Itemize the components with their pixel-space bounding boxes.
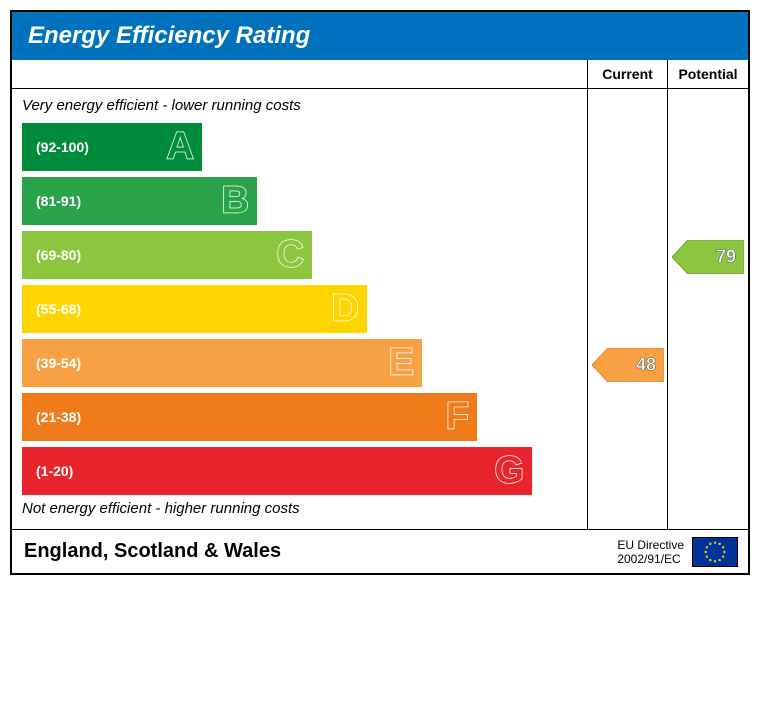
band-a: (92-100) A [22,123,202,171]
chart-title: Energy Efficiency Rating [12,12,748,60]
band-letter-c: C [277,234,304,277]
epc-chart: Energy Efficiency Rating Current Potenti… [10,10,750,575]
chart-footer: England, Scotland & Wales EU Directive 2… [12,529,748,573]
band-row-e: (39-54) E [12,336,587,390]
band-row-c: (69-80) C [12,228,587,282]
potential-column: 79 [668,89,748,529]
caption-bottom: Not energy efficient - higher running co… [12,498,587,523]
band-range-g: (1-20) [36,463,73,479]
eu-flag-icon [692,537,738,567]
current-pointer: 48 [592,348,664,382]
band-letter-a: A [167,126,194,169]
column-headers: Current Potential [12,60,748,89]
directive-label: EU Directive [617,538,684,552]
band-letter-e: E [389,342,414,385]
band-g: (1-20) G [22,447,532,495]
potential-pointer: 79 [672,240,744,274]
band-letter-b: B [222,180,249,223]
rating-bands: Very energy efficient - lower running co… [12,89,588,529]
band-letter-g: G [494,450,524,493]
band-range-c: (69-80) [36,247,81,263]
caption-top: Very energy efficient - lower running co… [12,95,587,120]
band-range-a: (92-100) [36,139,89,155]
band-d: (55-68) D [22,285,367,333]
header-potential: Potential [668,60,748,88]
header-current: Current [588,60,668,88]
band-b: (81-91) B [22,177,257,225]
band-letter-d: D [332,288,359,331]
band-row-b: (81-91) B [12,174,587,228]
footer-directive: EU Directive 2002/91/EC [548,531,748,573]
band-range-e: (39-54) [36,355,81,371]
band-row-d: (55-68) D [12,282,587,336]
band-range-b: (81-91) [36,193,81,209]
band-letter-f: F [446,396,469,439]
chart-body: Very energy efficient - lower running co… [12,89,748,529]
band-f: (21-38) F [22,393,477,441]
band-e: (39-54) E [22,339,422,387]
header-spacer [12,60,588,88]
band-c: (69-80) C [22,231,312,279]
band-row-f: (21-38) F [12,390,587,444]
directive-text: EU Directive 2002/91/EC [617,538,684,566]
footer-region: England, Scotland & Wales [12,530,548,573]
band-range-d: (55-68) [36,301,81,317]
directive-code: 2002/91/EC [617,552,684,566]
band-row-g: (1-20) G [12,444,587,498]
band-range-f: (21-38) [36,409,81,425]
current-column: 48 [588,89,668,529]
band-row-a: (92-100) A [12,120,587,174]
potential-pointer-value: 79 [716,247,736,268]
current-pointer-value: 48 [636,355,656,376]
